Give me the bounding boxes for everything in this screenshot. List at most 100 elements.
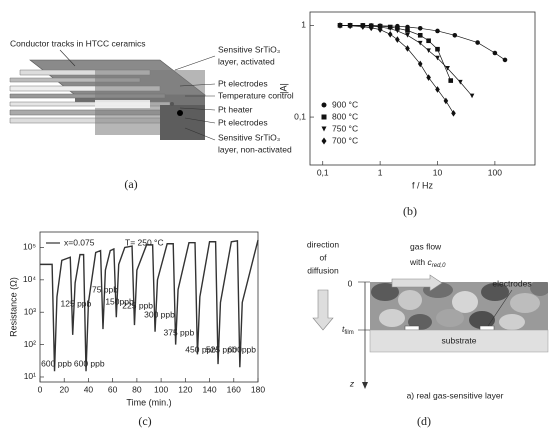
- device-illustration: [9, 49, 216, 141]
- marker: [417, 32, 423, 38]
- legend-label: 700 °C: [332, 135, 358, 145]
- marker: [445, 66, 450, 71]
- legend-marker: [321, 114, 327, 120]
- marker: [417, 25, 423, 31]
- x-tick-label: 20: [59, 384, 69, 394]
- x-axis-label: Time (min.): [126, 397, 171, 407]
- x-tick-label: 1: [378, 167, 383, 177]
- x-tick-label: 0: [38, 384, 43, 394]
- label: electrodes: [492, 278, 531, 288]
- series-line: [340, 25, 452, 81]
- series-line: [340, 25, 506, 61]
- marker: [435, 46, 440, 52]
- marker: [502, 57, 508, 63]
- marker: [435, 86, 440, 93]
- marker: [360, 23, 366, 30]
- caption: (b): [403, 204, 417, 218]
- marker: [347, 22, 353, 30]
- legend-marker: [321, 126, 327, 132]
- y-axis-label: Resistance (Ω): [8, 277, 18, 337]
- label: 0: [348, 278, 353, 288]
- marker: [417, 40, 423, 46]
- marker: [405, 24, 410, 30]
- concentration-label: 225 ppb: [122, 300, 153, 310]
- marker: [337, 22, 343, 29]
- legend-marker: [321, 102, 327, 108]
- label: with cred,0: [409, 257, 446, 268]
- concentration-label: 525 ppb: [206, 344, 237, 354]
- label: Temperature control: [218, 90, 294, 100]
- x-tick-label: 80: [132, 384, 142, 394]
- concentration-label: 300 ppb: [144, 309, 175, 319]
- symbol: t: [342, 324, 345, 334]
- caption: (c): [138, 414, 151, 428]
- legend-label: 800 °C: [332, 111, 358, 121]
- charts: 0,1 1 10 100 0,1 1 f / Hz |A| 900 °C 800 °C 750 °C…: [8, 11, 536, 407]
- label: a) real gas-sensitive layer: [407, 390, 504, 400]
- marker: [387, 26, 393, 32]
- series-line: [40, 239, 259, 372]
- x-tick-label: 120: [178, 384, 192, 394]
- y-axis-label: |A|: [278, 83, 288, 94]
- concentration-label: 600ppb: [228, 344, 257, 354]
- concentration-label: 600 ppb: [41, 358, 72, 368]
- x-tick-label: 180: [251, 384, 265, 394]
- marker: [387, 30, 393, 38]
- label: Pt electrodes: [218, 117, 268, 127]
- label: layer, activated: [218, 56, 275, 66]
- marker: [435, 55, 440, 61]
- label: direction: [307, 239, 339, 249]
- plot-frame: [309, 11, 536, 166]
- marker: [395, 25, 400, 31]
- marker: [458, 79, 463, 85]
- y-tick-label: 10³: [24, 306, 36, 316]
- concentration-label: 375 ppb: [163, 327, 194, 337]
- x-tick-label: 100: [154, 384, 168, 394]
- x-tick-label: 40: [84, 384, 94, 394]
- concentration-label: 450 ppb: [185, 344, 216, 354]
- legend-label: 750 °C: [332, 123, 358, 133]
- marker: [475, 40, 480, 45]
- x-tick-label: 10: [433, 167, 443, 177]
- marker: [492, 50, 498, 56]
- label: z: [349, 378, 355, 388]
- legend-marker: [321, 137, 327, 145]
- x-tick-label: 160: [227, 384, 241, 394]
- marker: [443, 97, 449, 105]
- symbol: c: [427, 257, 432, 267]
- marker: [426, 74, 431, 81]
- label: substrate: [442, 335, 477, 345]
- marker: [451, 109, 456, 117]
- marker: [405, 45, 410, 52]
- y-tick-label: 10⁵: [23, 242, 36, 252]
- y-tick-label: 10⁴: [23, 274, 36, 284]
- label: Sensitive SrTiO₃: [218, 132, 280, 142]
- caption: (d): [417, 414, 431, 428]
- marker: [426, 48, 431, 53]
- label: gas flow: [410, 241, 442, 251]
- label: tfilm: [342, 324, 354, 335]
- legend-label: x=0.075: [64, 237, 95, 247]
- annotation: T= 250 °C: [125, 237, 164, 247]
- marker: [426, 38, 431, 44]
- marker: [469, 93, 475, 99]
- concentration-label: 600 ppb: [74, 358, 105, 368]
- label: of: [319, 252, 327, 262]
- x-tick-label: 60: [108, 384, 118, 394]
- label: with: [409, 257, 427, 267]
- x-axis-label: f / Hz: [412, 180, 434, 190]
- layer-schematic: [312, 274, 549, 389]
- marker: [452, 32, 458, 38]
- marker: [368, 24, 374, 32]
- marker: [435, 28, 440, 34]
- label: Sensitive SrTiO₃: [218, 44, 280, 54]
- marker: [395, 36, 400, 43]
- subscript: film: [344, 330, 353, 336]
- label: Pt heater: [218, 104, 253, 114]
- subscript: red,0: [432, 263, 446, 269]
- y-tick-label: 10¹: [24, 371, 36, 381]
- marker: [377, 26, 383, 33]
- label: Pt electrodes: [218, 78, 268, 88]
- label: Conductor tracks in HTCC ceramics: [10, 38, 146, 48]
- caption: (a): [124, 177, 137, 191]
